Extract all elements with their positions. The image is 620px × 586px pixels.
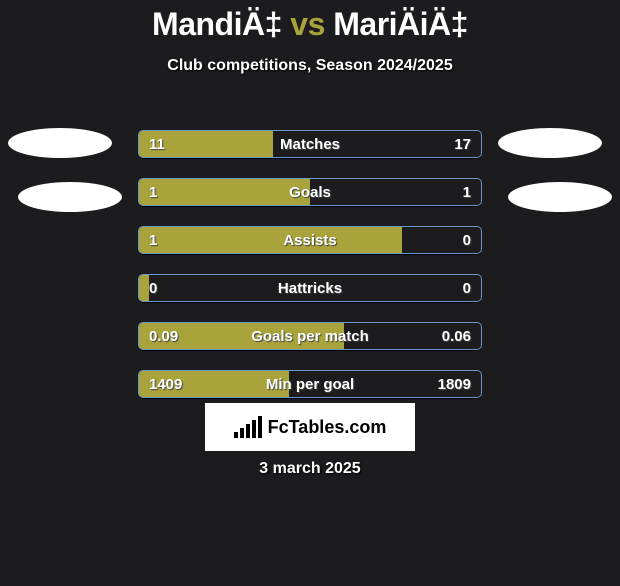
title-vs: vs [290,6,325,42]
date-label: 3 march 2025 [0,460,620,478]
stat-right-value: 17 [454,131,471,157]
logo-bar [258,416,262,438]
stat-row: Matches11 17 [138,130,482,158]
stat-left-value: 1 [149,179,157,205]
side-ellipse [8,128,112,158]
side-ellipse [498,128,602,158]
stat-right-value: 0 [463,275,471,301]
stats-container: Matches1117Goals11Assists10Hattricks00Go… [138,130,482,418]
stat-row: Goals per match0.09 0.06 [138,322,482,350]
page-title: MandiÄ‡ vs MariÄiÄ‡ [0,6,620,43]
stat-row: Hattricks0 0 [138,274,482,302]
logo-text: FcTables.com [268,417,387,438]
title-left: MandiÄ‡ [152,6,282,42]
logo-bar [252,420,256,438]
stat-row: Assists1 0 [138,226,482,254]
stat-right-value: 1 [463,179,471,205]
stat-right-value: 0 [463,227,471,253]
stat-left-value: 11 [149,131,165,157]
stat-left-value: 1409 [149,371,182,397]
subtitle: Club competitions, Season 2024/2025 [0,57,620,75]
stat-left-value: 0 [149,275,157,301]
stat-row: Goals1 1 [138,178,482,206]
stat-label: Goals [139,179,481,205]
stat-row: Min per goal1409 1809 [138,370,482,398]
stat-label: Assists [139,227,481,253]
stat-left-value: 1 [149,227,157,253]
stat-label: Matches [139,131,481,157]
logo-bar [240,428,244,438]
logo-bars-icon [234,416,262,438]
stat-right-value: 0.06 [442,323,471,349]
side-ellipse [18,182,122,212]
side-ellipse [508,182,612,212]
logo-box: FcTables.com [205,403,415,451]
logo-bar [234,432,238,438]
stat-label: Hattricks [139,275,481,301]
logo-bar [246,424,250,438]
stat-left-value: 0.09 [149,323,178,349]
stat-right-value: 1809 [438,371,471,397]
title-right: MariÄiÄ‡ [333,6,468,42]
stat-label: Min per goal [139,371,481,397]
stat-label: Goals per match [139,323,481,349]
